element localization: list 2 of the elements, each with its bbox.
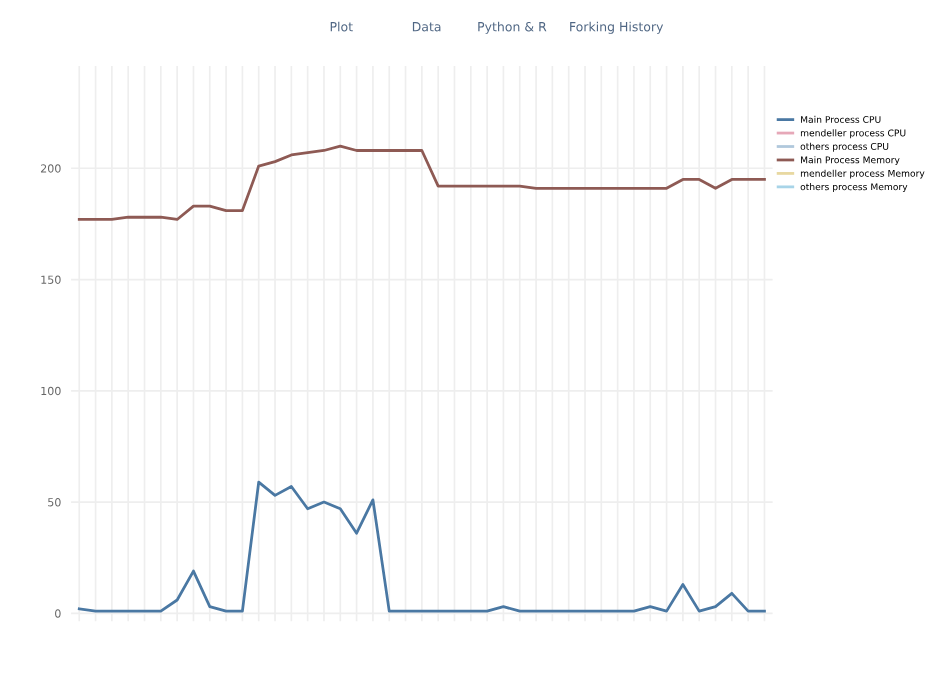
line-series: [77, 144, 766, 221]
line-series: [77, 480, 766, 613]
